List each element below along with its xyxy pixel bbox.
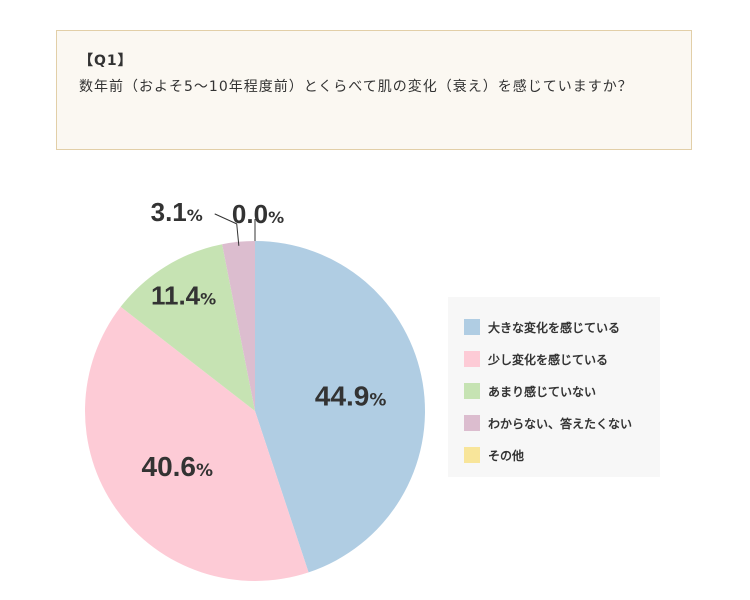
question-box: 【Q1】 数年前（およそ5〜10年程度前）とくらべて肌の変化（衰え）を感じていま… bbox=[56, 30, 692, 150]
leader-line-unknown bbox=[214, 213, 240, 246]
question-text: 数年前（およそ5〜10年程度前）とくらべて肌の変化（衰え）を感じていますか？ bbox=[79, 79, 633, 95]
legend-label: 少し変化を感じている bbox=[488, 352, 609, 367]
slice-unknown bbox=[222, 241, 255, 411]
legend-swatch bbox=[464, 351, 480, 367]
legend-swatch bbox=[464, 447, 480, 463]
slice-small-change bbox=[84, 306, 309, 581]
legend-item-big-change: 大きな変化を感じている bbox=[464, 311, 660, 343]
legend-item-small-change: 少し変化を感じている bbox=[464, 343, 660, 375]
legend-swatch bbox=[464, 383, 480, 399]
label-unknown: 3.1% bbox=[151, 197, 203, 227]
legend-swatch bbox=[464, 319, 480, 335]
legend: 大きな変化を感じている 少し変化を感じている あまり感じていない わからない、答… bbox=[448, 297, 660, 477]
label-small-change: 40.6% bbox=[142, 451, 214, 482]
question-label: 【Q1】 bbox=[79, 53, 133, 69]
label-other: 0.0% bbox=[232, 199, 284, 229]
label-big-change: 44.9% bbox=[315, 381, 387, 412]
legend-item-unknown: わからない、答えたくない bbox=[464, 407, 660, 439]
legend-label: わからない、答えたくない bbox=[488, 416, 633, 431]
legend-item-not-really: あまり感じていない bbox=[464, 375, 660, 407]
legend-label: あまり感じていない bbox=[488, 384, 597, 399]
legend-label: その他 bbox=[488, 448, 525, 463]
legend-label: 大きな変化を感じている bbox=[488, 320, 621, 335]
slice-big-change bbox=[255, 241, 425, 573]
legend-item-other: その他 bbox=[464, 439, 660, 471]
slice-not-really bbox=[120, 244, 255, 411]
legend-swatch bbox=[464, 415, 480, 431]
label-not-really: 11.4% bbox=[151, 281, 216, 311]
